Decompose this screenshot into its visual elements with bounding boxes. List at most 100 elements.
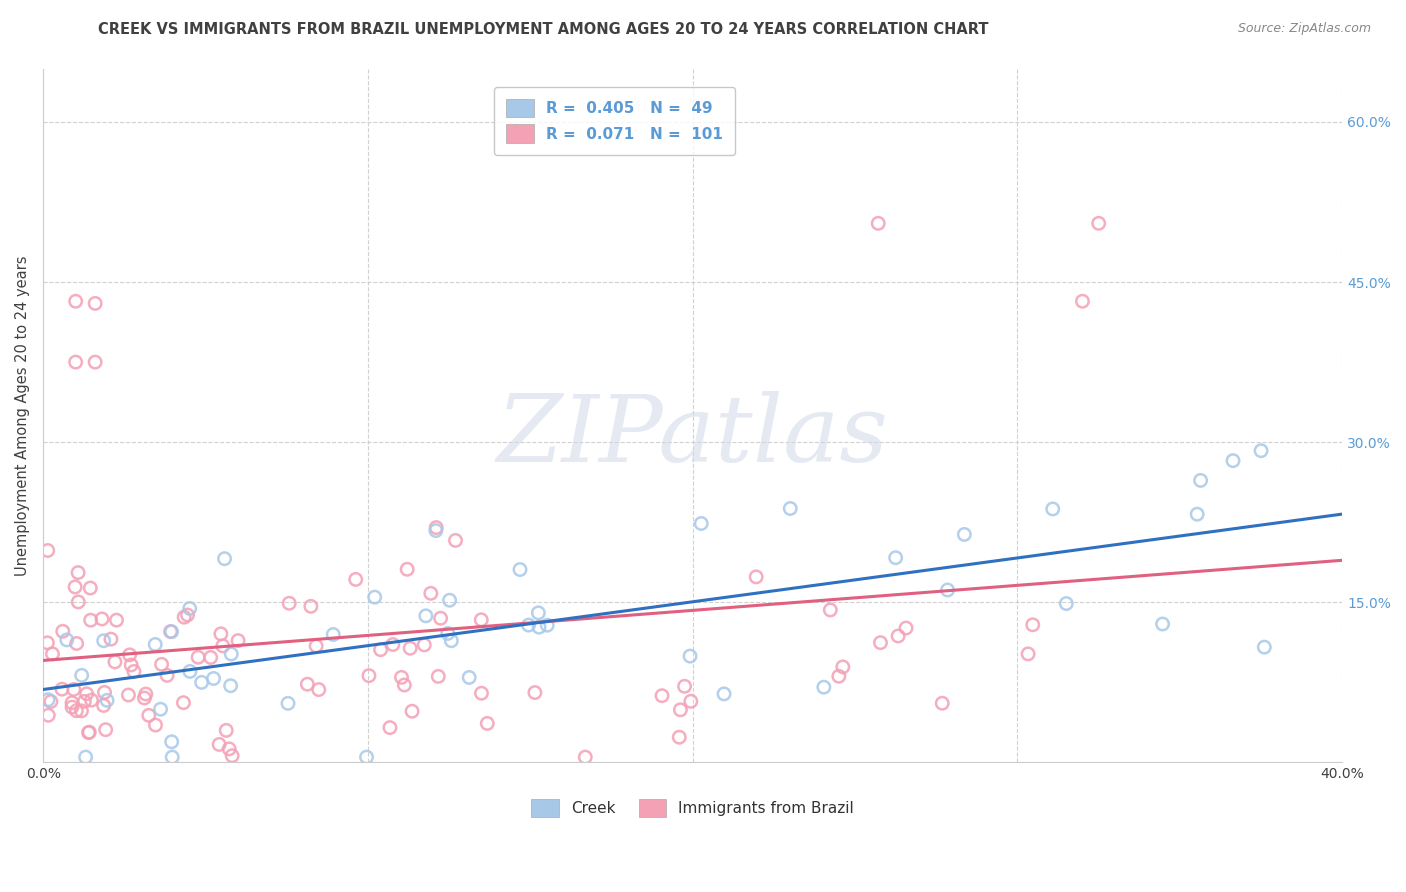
Point [713, 687, 735, 701]
Point [953, 527, 976, 541]
Point [745, 570, 768, 584]
Point [156, 668, 179, 682]
Point [669, 703, 692, 717]
Point [344, 573, 367, 587]
Point [100, 632, 122, 647]
Point [1042, 502, 1064, 516]
Point [444, 533, 467, 548]
Point [67, 595, 90, 609]
Point [527, 620, 550, 634]
Point [209, 627, 232, 641]
Point [60, 700, 83, 714]
Point [458, 670, 481, 684]
Point [370, 642, 392, 657]
Point [440, 633, 463, 648]
Point [190, 675, 212, 690]
Point [936, 582, 959, 597]
Point [160, 750, 183, 764]
Point [527, 606, 550, 620]
Point [221, 748, 243, 763]
Point [84, 355, 107, 369]
Point [308, 682, 330, 697]
Point [884, 550, 907, 565]
Point [477, 716, 499, 731]
Point [145, 718, 167, 732]
Point [413, 638, 436, 652]
Point [60, 696, 83, 710]
Point [869, 635, 891, 649]
Point [160, 624, 183, 639]
Point [93, 685, 115, 699]
Point [122, 665, 145, 679]
Point [356, 750, 378, 764]
Point [690, 516, 713, 531]
Point [187, 650, 209, 665]
Point [419, 586, 441, 600]
Point [66, 636, 89, 650]
Point [63, 580, 86, 594]
Text: Source: ZipAtlas.com: Source: ZipAtlas.com [1237, 22, 1371, 36]
Point [381, 638, 404, 652]
Point [517, 618, 540, 632]
Point [65, 294, 87, 309]
Point [70, 704, 93, 718]
Point [679, 694, 702, 708]
Point [93, 633, 115, 648]
Point [1250, 443, 1272, 458]
Point [396, 562, 419, 576]
Point [200, 650, 222, 665]
Point [679, 649, 702, 664]
Point [425, 524, 447, 538]
Point [673, 679, 696, 693]
Point [160, 735, 183, 749]
Point [536, 618, 558, 632]
Point [1185, 507, 1208, 521]
Point [391, 670, 413, 684]
Point [120, 657, 142, 672]
Point [75, 750, 97, 764]
Point [173, 610, 195, 624]
Point [277, 697, 299, 711]
Point [364, 590, 387, 604]
Point [378, 721, 401, 735]
Point [651, 689, 673, 703]
Point [41, 647, 63, 661]
Point [215, 723, 238, 738]
Point [84, 296, 107, 310]
Point [65, 704, 87, 718]
Point [1222, 453, 1244, 467]
Point [470, 613, 492, 627]
Point [39, 694, 62, 708]
Point [868, 216, 890, 230]
Point [37, 543, 59, 558]
Point [219, 679, 242, 693]
Point [820, 603, 842, 617]
Point [135, 687, 157, 701]
Point [218, 742, 240, 756]
Point [77, 725, 100, 739]
Point [1253, 640, 1275, 654]
Point [214, 551, 236, 566]
Point [509, 562, 531, 576]
Point [73, 694, 96, 708]
Point [150, 657, 173, 672]
Point [134, 691, 156, 706]
Point [37, 636, 59, 650]
Legend: Creek, Immigrants from Brazil: Creek, Immigrants from Brazil [524, 791, 862, 824]
Point [1189, 474, 1212, 488]
Point [425, 520, 447, 534]
Point [394, 678, 416, 692]
Point [79, 581, 101, 595]
Point [887, 629, 910, 643]
Y-axis label: Unemployment Among Ages 20 to 24 years: Unemployment Among Ages 20 to 24 years [15, 255, 30, 575]
Point [62, 682, 84, 697]
Point [176, 607, 198, 622]
Point [143, 637, 166, 651]
Point [574, 750, 596, 764]
Point [894, 621, 917, 635]
Point [219, 647, 242, 661]
Point [65, 355, 87, 369]
Point [813, 680, 835, 694]
Point [1017, 647, 1039, 661]
Point [159, 624, 181, 639]
